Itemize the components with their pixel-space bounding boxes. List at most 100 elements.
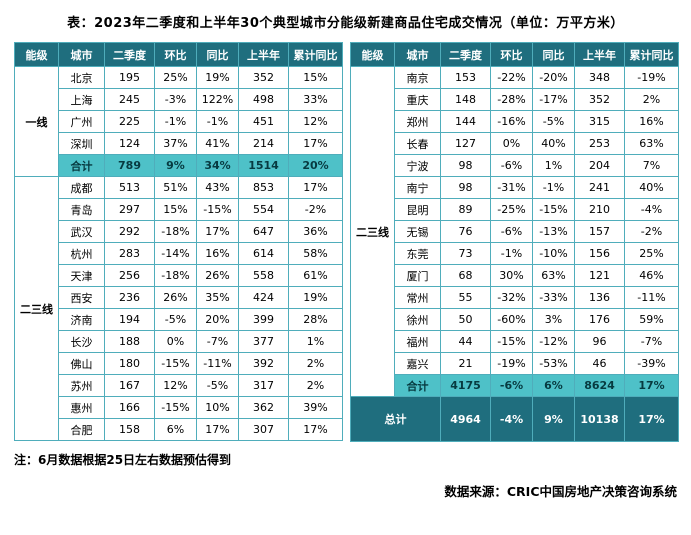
value-cell: 89 — [440, 198, 491, 221]
value-cell: 188 — [104, 330, 155, 353]
value-cell: 153 — [440, 66, 491, 89]
value-cell: 253 — [574, 132, 625, 155]
value-cell: -18% — [154, 264, 197, 287]
value-cell: -15% — [154, 396, 197, 419]
value-cell: 144 — [440, 110, 491, 133]
subtotal-value: 20% — [288, 154, 343, 177]
city-name: 天津 — [58, 264, 105, 287]
city-name: 杭州 — [58, 242, 105, 265]
subtotal-value: 9% — [154, 154, 197, 177]
value-cell: 17% — [288, 132, 343, 155]
city-name: 佛山 — [58, 352, 105, 375]
value-cell: 73 — [440, 242, 491, 265]
city-name: 长春 — [394, 132, 441, 155]
value-cell: 148 — [440, 88, 491, 111]
value-cell: 25% — [624, 242, 679, 265]
data-row: 二三线 南京 153 -22% -20% 348 -19% — [350, 66, 679, 397]
value-cell: 1% — [288, 330, 343, 353]
value-cell: 16% — [196, 242, 239, 265]
value-cell: 7% — [624, 154, 679, 177]
value-cell: 176 — [574, 308, 625, 331]
value-cell: 25% — [154, 66, 197, 89]
value-cell: -15% — [532, 198, 575, 221]
subtotal-label: 合计 — [58, 154, 105, 177]
city-name: 宁波 — [394, 154, 441, 177]
data-row: 杭州 283 -14% 16% 614 58% — [15, 242, 343, 265]
city-name: 惠州 — [58, 396, 105, 419]
data-row: 惠州 166 -15% 10% 362 39% — [15, 396, 343, 419]
value-cell: 0% — [490, 132, 533, 155]
value-cell: -15% — [196, 198, 239, 221]
grand-total-row: 总计 4964 -4% 9% 10138 17% — [350, 396, 679, 442]
value-cell: 40% — [624, 176, 679, 199]
value-cell: 180 — [104, 352, 155, 375]
column-header: 二季度 — [440, 42, 491, 67]
value-cell: 2% — [288, 352, 343, 375]
data-row: 佛山 180 -15% -11% 392 2% — [15, 352, 343, 375]
data-row: 重庆 148 -28% -17% 352 2% — [351, 88, 679, 111]
header-row: 能级 城市 二季度 环比 同比 上半年 累计同比 — [350, 42, 679, 67]
city-name: 深圳 — [58, 132, 105, 155]
data-row: 东莞 73 -1% -10% 156 25% — [351, 242, 679, 265]
value-cell: 614 — [238, 242, 289, 265]
value-cell: 10% — [196, 396, 239, 419]
value-cell: 96 — [574, 330, 625, 353]
city-name: 南宁 — [394, 176, 441, 199]
value-cell: -1% — [196, 110, 239, 133]
value-cell: 377 — [238, 330, 289, 353]
city-name: 武汉 — [58, 220, 105, 243]
value-cell: -39% — [624, 352, 679, 375]
data-row: 嘉兴 21 -19% -53% 46 -39% — [351, 352, 679, 375]
header-row: 能级 城市 二季度 环比 同比 上半年 累计同比 — [14, 42, 343, 67]
value-cell: -31% — [490, 176, 533, 199]
data-row: 二三线 成都 513 51% 43% 853 17% — [14, 176, 343, 441]
value-cell: 1% — [532, 154, 575, 177]
value-cell: -4% — [624, 198, 679, 221]
city-name: 常州 — [394, 286, 441, 309]
value-cell: 21 — [440, 352, 491, 375]
grand-total-value: 4964 — [440, 396, 491, 442]
value-cell: 19% — [196, 66, 239, 89]
city-name: 昆明 — [394, 198, 441, 221]
grand-total-value: 10138 — [574, 396, 625, 442]
value-cell: -2% — [624, 220, 679, 243]
value-cell: -11% — [624, 286, 679, 309]
value-cell: -28% — [490, 88, 533, 111]
data-row: 厦门 68 30% 63% 121 46% — [351, 264, 679, 287]
value-cell: 17% — [288, 176, 343, 199]
grand-total-value: 9% — [532, 396, 575, 442]
value-cell: 37% — [154, 132, 197, 155]
city-name: 嘉兴 — [394, 352, 441, 375]
value-cell: -6% — [490, 220, 533, 243]
value-cell: 98 — [440, 154, 491, 177]
value-cell: 2% — [624, 88, 679, 111]
value-cell: 3% — [532, 308, 575, 331]
value-cell: 26% — [154, 286, 197, 309]
city-name: 重庆 — [394, 88, 441, 111]
data-row: 宁波 98 -6% 1% 204 7% — [351, 154, 679, 177]
value-cell: -60% — [490, 308, 533, 331]
value-cell: -5% — [154, 308, 197, 331]
value-cell: -15% — [154, 352, 197, 375]
value-cell: 46% — [624, 264, 679, 287]
data-row: 合肥 158 6% 17% 307 17% — [15, 418, 343, 441]
subtotal-value: 34% — [196, 154, 239, 177]
value-cell: -14% — [154, 242, 197, 265]
report-page: 表：2023年二季度和上半年30个典型城市分能级新建商品住宅成交情况（单位：万平… — [14, 16, 679, 499]
value-cell: -6% — [490, 154, 533, 177]
value-cell: -1% — [490, 242, 533, 265]
value-cell: 307 — [238, 418, 289, 441]
value-cell: 392 — [238, 352, 289, 375]
value-cell: 214 — [238, 132, 289, 155]
value-cell: 0% — [154, 330, 197, 353]
value-cell: 136 — [574, 286, 625, 309]
value-cell: -5% — [196, 374, 239, 397]
grand-total-value: 17% — [624, 396, 679, 442]
subtotal-value: -6% — [490, 374, 533, 397]
tables-container: 能级 城市 二季度 环比 同比 上半年 累计同比 一线 北京 195 25% 19% 352 15% 上海 2… — [14, 42, 679, 442]
grand-total-value: -4% — [490, 396, 533, 442]
subtotal-row: 合计 4175 -6% 6% 8624 17% — [351, 374, 679, 397]
data-source: 数据来源：CRIC中国房地产决策咨询系统 — [444, 484, 677, 499]
value-cell: 17% — [288, 418, 343, 441]
value-cell: 210 — [574, 198, 625, 221]
